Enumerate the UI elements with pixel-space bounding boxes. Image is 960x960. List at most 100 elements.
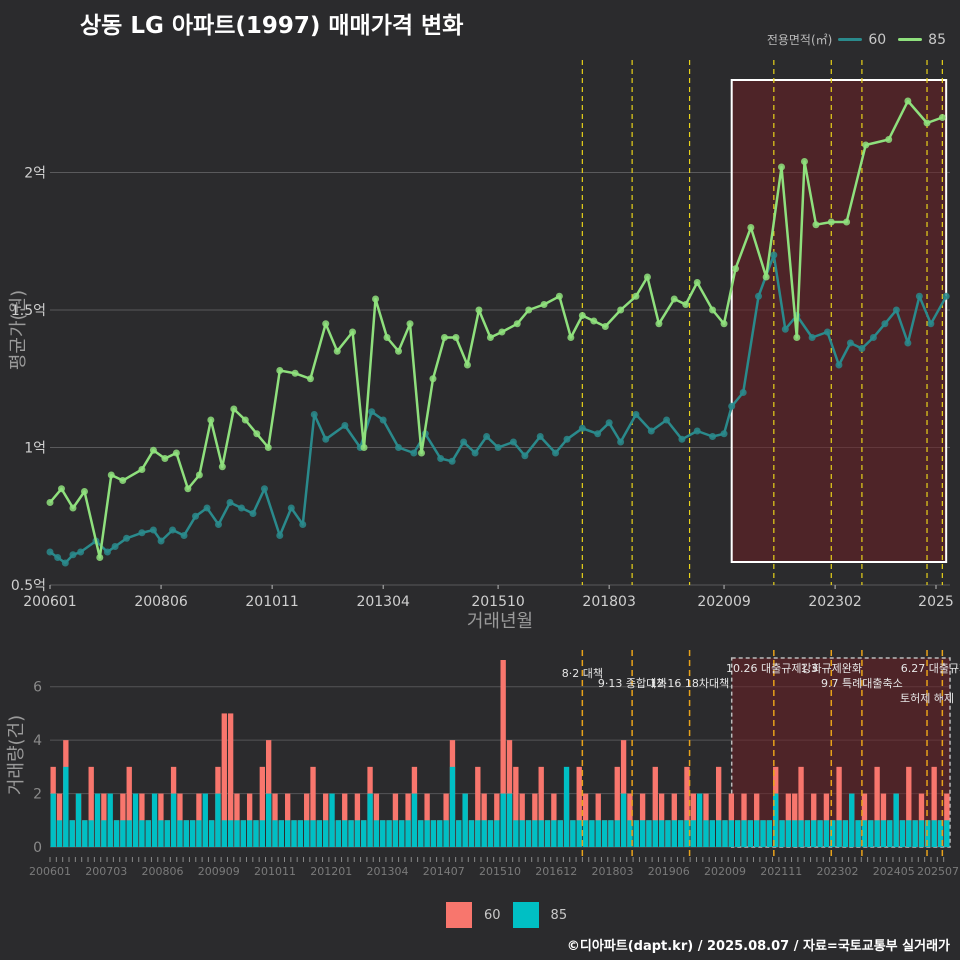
- volume-bar-60: [481, 793, 487, 847]
- volume-bar-85: [620, 793, 627, 847]
- data-point-60: [310, 411, 318, 418]
- data-point-85: [138, 466, 146, 473]
- volume-bar-60: [285, 793, 291, 847]
- volume-bar-60: [627, 793, 633, 847]
- data-point-85: [827, 218, 835, 226]
- x-tick-label: 200806: [134, 594, 188, 610]
- y-tick-label: 1.5억: [11, 303, 46, 319]
- volume-bar-85: [101, 820, 107, 847]
- legend-label-60: 60: [868, 31, 887, 48]
- volume-bar-85: [456, 820, 462, 847]
- volume-bar-85: [855, 820, 861, 847]
- volume-bar-60: [874, 766, 880, 847]
- volume-bar-60: [304, 793, 310, 847]
- data-point-60: [287, 504, 295, 512]
- volume-x-tick-label: 202111: [760, 865, 802, 878]
- volume-bar-60: [475, 766, 481, 847]
- volume-bar-60: [906, 766, 912, 847]
- data-point-85: [643, 273, 651, 281]
- data-point-60: [563, 435, 571, 443]
- x-tick-label: 200601: [23, 594, 76, 610]
- volume-x-tick-label: 202405: [873, 865, 915, 878]
- volume-bar-60: [620, 740, 627, 847]
- data-point-85: [395, 347, 403, 355]
- volume-bar-85: [462, 793, 468, 847]
- volume-bar-60: [861, 793, 868, 847]
- volume-bar-85: [475, 820, 481, 847]
- volume-bar-85: [348, 820, 354, 847]
- policy-annotation: 12·16 18차대책: [650, 677, 729, 690]
- data-point-85: [417, 449, 425, 457]
- volume-bar-85: [747, 820, 754, 847]
- volume-bar-85: [887, 820, 893, 847]
- volume-y-tick-label: 4: [33, 733, 42, 749]
- legend-label-85: 85: [928, 31, 946, 48]
- data-point-85: [843, 218, 851, 226]
- data-point-60: [138, 529, 146, 537]
- volume-bar-60: [690, 793, 696, 847]
- data-point-60: [460, 438, 468, 446]
- data-point-85: [812, 221, 820, 229]
- data-point-85: [923, 119, 931, 127]
- volume-bar-60: [158, 793, 164, 847]
- volume-bar-85: [386, 820, 392, 847]
- volume-bar-85: [779, 820, 785, 847]
- volume-bar-60: [715, 766, 722, 847]
- volume-x-tick-label: 201011: [254, 865, 296, 878]
- x-tick-label: 202302: [808, 594, 861, 610]
- volume-bar-60: [494, 793, 500, 847]
- policy-annotation: 1.3 규제완화: [801, 662, 862, 675]
- data-point-60: [632, 411, 640, 418]
- data-point-85: [670, 295, 678, 303]
- volume-bar-85: [392, 820, 399, 847]
- data-point-85: [904, 97, 912, 105]
- volume-bar-85: [570, 820, 576, 847]
- data-point-85: [617, 306, 625, 314]
- volume-bar-85: [202, 793, 208, 847]
- data-point-85: [885, 136, 893, 143]
- data-point-60: [237, 504, 245, 512]
- data-point-85: [682, 301, 690, 308]
- volume-x-tick-label: 200703: [85, 865, 127, 878]
- volume-bar-85: [380, 820, 386, 847]
- volume-bar-85: [164, 820, 170, 847]
- volume-bar-85: [189, 820, 196, 847]
- volume-bar-85: [399, 820, 405, 847]
- volume-bar-85: [639, 820, 646, 847]
- data-point-60: [835, 361, 843, 369]
- policy-annotation: 토허제 해제: [900, 691, 954, 705]
- data-point-85: [107, 471, 115, 479]
- volume-bar-85: [278, 820, 285, 847]
- volume-bar-85: [937, 820, 944, 847]
- volume-bar-85: [513, 820, 519, 847]
- data-point-85: [578, 312, 586, 319]
- data-point-85: [793, 334, 801, 341]
- data-point-60: [203, 504, 211, 512]
- data-point-60: [448, 457, 456, 465]
- volume-bar-60: [392, 793, 399, 847]
- volume-bar-85: [925, 820, 931, 847]
- legend-swatch-85: [898, 38, 923, 41]
- volume-bar-85: [126, 820, 132, 847]
- volume-bar-85: [798, 820, 804, 847]
- volume-bar-60: [792, 793, 798, 847]
- data-point-60: [483, 433, 491, 440]
- data-point-85: [800, 158, 808, 165]
- data-point-85: [360, 444, 368, 451]
- data-point-60: [647, 427, 655, 435]
- volume-x-tick-label: 200806: [142, 865, 184, 878]
- volume-bar-85: [893, 793, 899, 847]
- data-point-85: [80, 488, 88, 495]
- data-point-60: [881, 320, 889, 328]
- volume-bar-85: [272, 820, 278, 847]
- volume-bar-85: [817, 820, 823, 847]
- volume-bar-85: [684, 820, 690, 847]
- volume-bar-85: [208, 820, 215, 847]
- volume-bar-60: [373, 793, 380, 847]
- volume-bar-85: [652, 820, 658, 847]
- y-tick-label: 0.5억: [11, 578, 46, 594]
- volume-bar-85: [804, 820, 811, 847]
- data-point-85: [429, 375, 437, 383]
- volume-bar-60: [754, 793, 760, 847]
- volume-bar-85: [430, 820, 437, 847]
